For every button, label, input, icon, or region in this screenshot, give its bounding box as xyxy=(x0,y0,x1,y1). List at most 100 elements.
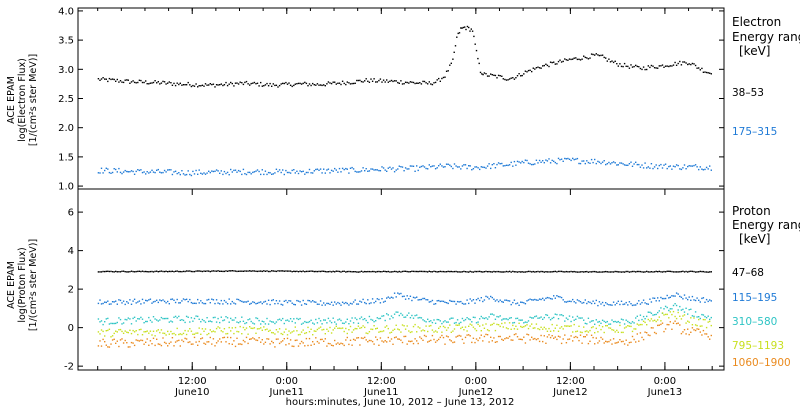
proton-point xyxy=(401,314,404,316)
proton-point xyxy=(241,270,243,272)
proton-point xyxy=(362,271,364,273)
proton-point xyxy=(595,327,597,330)
electron-point xyxy=(625,164,627,166)
proton-point xyxy=(343,330,345,333)
electron-point xyxy=(143,81,145,84)
proton-point xyxy=(252,270,254,272)
proton-point xyxy=(625,339,627,341)
proton-point xyxy=(384,319,386,322)
proton-point xyxy=(197,298,199,301)
proton-point xyxy=(417,317,419,319)
proton-point xyxy=(625,326,627,328)
proton-point xyxy=(672,322,675,324)
proton-point xyxy=(316,303,319,305)
electron-point xyxy=(297,82,300,85)
proton-point xyxy=(458,271,460,273)
proton-point xyxy=(576,315,579,318)
electron-point xyxy=(669,65,671,67)
proton-point xyxy=(425,325,427,327)
proton-point xyxy=(130,270,133,272)
electron-point xyxy=(156,169,158,171)
proton-point xyxy=(266,328,268,330)
proton-point xyxy=(568,300,571,302)
proton-point xyxy=(203,320,205,322)
proton-point xyxy=(603,331,605,334)
proton-point xyxy=(501,322,503,325)
electron-point xyxy=(395,169,397,171)
proton-point xyxy=(527,299,530,301)
proton-point xyxy=(173,332,175,335)
proton-point xyxy=(551,317,553,320)
proton-point xyxy=(452,330,454,332)
proton-point xyxy=(200,300,202,302)
proton-point xyxy=(584,299,586,301)
electron-point xyxy=(538,67,541,69)
proton-point xyxy=(327,302,330,305)
electron-series-1 xyxy=(97,25,712,88)
electron-point xyxy=(378,169,380,172)
electron-point xyxy=(291,85,293,88)
proton-point xyxy=(390,315,393,317)
proton-point xyxy=(570,320,572,323)
electron-point xyxy=(439,80,441,82)
proton-point xyxy=(179,345,181,347)
proton-point xyxy=(400,271,402,273)
proton-point xyxy=(174,341,177,343)
electron-point xyxy=(531,163,533,166)
proton-point xyxy=(308,320,311,323)
proton-point xyxy=(293,330,295,332)
proton-point xyxy=(598,324,601,327)
proton-point xyxy=(562,315,564,317)
proton-point xyxy=(562,338,564,340)
proton-point xyxy=(650,327,653,329)
electron-point xyxy=(469,30,471,32)
proton-point xyxy=(260,341,262,343)
electron-point xyxy=(304,81,306,84)
proton-point xyxy=(688,270,690,273)
electron-point xyxy=(449,164,451,166)
electron-point xyxy=(542,65,544,67)
proton-point xyxy=(576,330,579,332)
electron-point xyxy=(307,171,309,174)
proton-point xyxy=(664,297,667,300)
electron-point xyxy=(518,161,520,163)
electron-point xyxy=(414,82,416,85)
electron-point xyxy=(389,166,391,168)
electron-point xyxy=(170,82,172,84)
proton-point xyxy=(420,298,423,301)
proton-point xyxy=(371,270,374,273)
proton-point xyxy=(233,270,235,272)
proton-point xyxy=(253,327,256,329)
proton-point xyxy=(174,270,177,272)
electron-point xyxy=(523,73,525,75)
proton-point xyxy=(105,330,107,332)
proton-point xyxy=(646,303,648,305)
proton-point xyxy=(554,327,556,329)
proton-point xyxy=(255,303,257,305)
proton-point xyxy=(397,338,399,340)
proton-point xyxy=(568,338,571,340)
proton-point xyxy=(113,271,115,273)
proton-point xyxy=(542,270,544,273)
proton-point xyxy=(620,271,623,273)
electron-point xyxy=(605,163,607,166)
proton-point xyxy=(608,327,610,329)
electron-point xyxy=(275,84,278,86)
proton-point xyxy=(316,328,319,331)
electron-point xyxy=(393,80,396,82)
proton-point xyxy=(512,322,514,324)
proton-point xyxy=(422,297,424,300)
proton-point xyxy=(206,299,208,301)
electron-point xyxy=(152,171,155,173)
proton-point xyxy=(434,303,437,305)
proton-point xyxy=(318,327,320,329)
proton-point xyxy=(230,317,232,320)
electron-point xyxy=(572,58,574,60)
electron-point xyxy=(450,165,452,168)
proton-point xyxy=(297,318,300,321)
proton-point xyxy=(100,303,103,305)
electron-point xyxy=(598,54,601,57)
proton-ylabel-line-3: [1/(cm²s ster MeV)] xyxy=(28,239,39,331)
proton-point xyxy=(419,316,421,319)
proton-point xyxy=(141,334,144,336)
